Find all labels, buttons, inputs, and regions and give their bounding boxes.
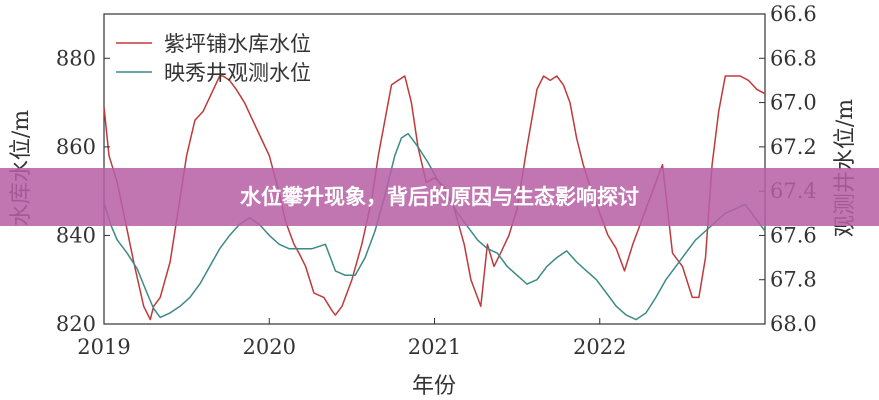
y-left-tick-label: 840 [56, 223, 96, 247]
y-left-tick-label: 860 [56, 135, 96, 159]
legend-label-reservoir: 紫坪铺水库水位 [164, 32, 311, 56]
y-right-tick-label: 67.0 [770, 91, 817, 115]
y-right-tick-label: 66.6 [770, 2, 817, 26]
y-left-tick-label: 880 [56, 46, 96, 70]
banner-title: 水位攀升现象，背后的原因与生态影响探讨 [240, 185, 639, 209]
x-tick-label: 2021 [408, 335, 461, 359]
x-axis-label: 年份 [412, 374, 456, 399]
series-line-well [103, 132, 766, 321]
y-right-tick-label: 67.6 [770, 223, 817, 247]
x-tick-label: 2022 [573, 335, 626, 359]
title-banner: 水位攀升现象，背后的原因与生态影响探讨 [0, 168, 879, 226]
x-tick-label: 2019 [77, 335, 130, 359]
y-right-tick-label: 68.0 [770, 312, 817, 336]
x-tick-label: 2020 [243, 335, 296, 359]
y-right-tick-label: 66.8 [770, 46, 817, 70]
y-right-tick-label: 67.8 [770, 268, 817, 292]
legend: 紫坪铺水库水位 映秀井观测水位 [116, 32, 311, 85]
legend-label-well: 映秀井观测水位 [164, 61, 311, 85]
y-right-tick-label: 67.2 [770, 135, 817, 159]
ticks-layer: 2019 2020 2021 2022 820 840 860 880 66.6 66.8 67.0… [56, 2, 817, 359]
y-left-tick-label: 820 [56, 312, 96, 336]
